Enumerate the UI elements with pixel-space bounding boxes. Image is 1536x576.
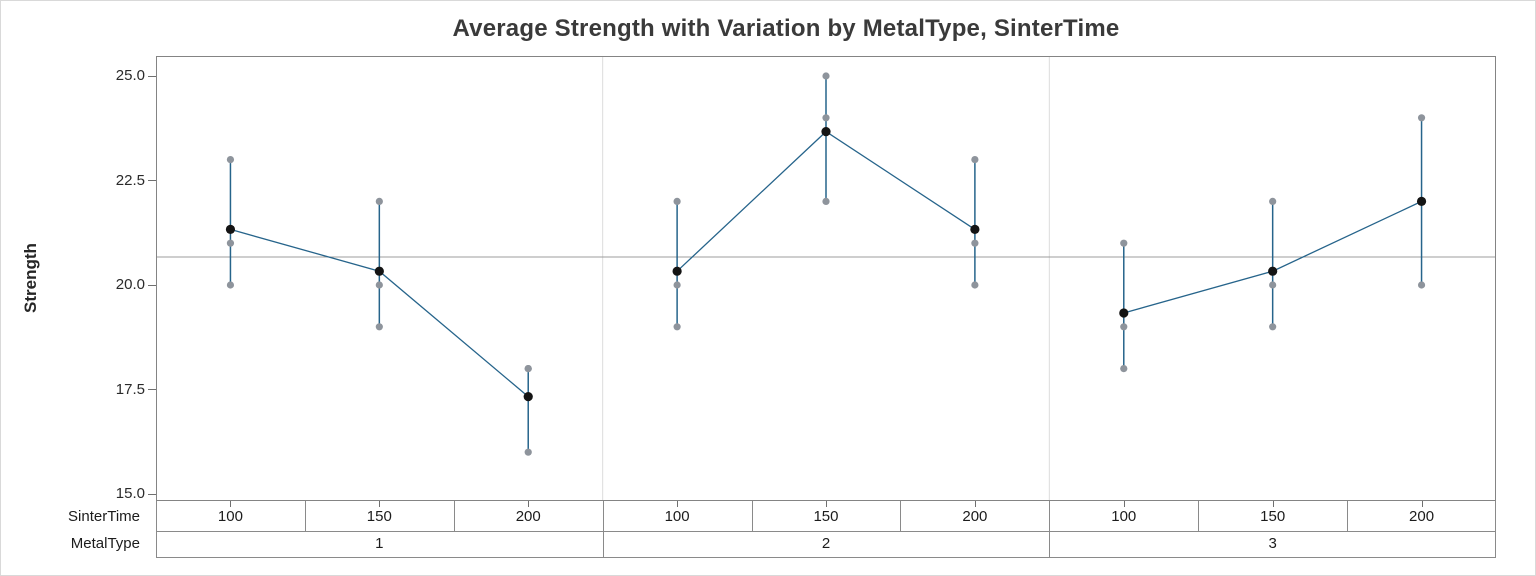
y-tick-mark (148, 284, 156, 286)
y-tick-label: 25.0 (115, 67, 145, 84)
axis-table-line (1495, 531, 1496, 558)
data-point (673, 323, 681, 331)
metaltype-value: 2 (821, 535, 831, 552)
data-point (673, 197, 681, 205)
y-axis-title: Strength (21, 243, 40, 313)
group-tick-mark (974, 501, 976, 507)
axis-table-line (900, 501, 902, 531)
y-tick-mark (148, 493, 156, 495)
data-point (1120, 365, 1128, 373)
axis-table-line (1347, 501, 1349, 531)
data-point (1120, 239, 1128, 247)
data-point (1269, 281, 1277, 289)
data-point (375, 323, 383, 331)
plot-frame (156, 56, 1496, 501)
metaltype-axis-label: MetalType (70, 535, 140, 552)
sintertime-value: 200 (1409, 508, 1435, 525)
group-tick-mark (1272, 501, 1274, 507)
sintertime-value: 200 (962, 508, 988, 525)
mean-point (523, 392, 533, 402)
mean-point (970, 224, 980, 235)
data-point (822, 114, 830, 122)
plot-area (156, 56, 1496, 501)
plot-canvas (156, 56, 1496, 501)
data-point (673, 281, 681, 289)
sintertime-value: 100 (664, 508, 690, 525)
metaltype-value: 1 (375, 535, 384, 552)
data-point (375, 281, 383, 289)
mean-point (225, 224, 236, 235)
data-point (226, 156, 235, 164)
y-tick-mark (148, 180, 156, 181)
group-tick-mark (826, 501, 827, 507)
mean-point (821, 126, 831, 137)
group-axis-table: 100 150 200 1 100 150 200 2 100 150 200 3 (156, 501, 1496, 558)
sintertime-value: 100 (217, 508, 243, 525)
mean-point (672, 266, 682, 276)
group-tick-mark (528, 501, 530, 507)
metaltype-value: 3 (1268, 535, 1277, 552)
mean-point (1119, 308, 1129, 318)
sintertime-value: 150 (813, 508, 839, 525)
data-point (971, 281, 979, 289)
sintertime-value: 100 (1111, 508, 1137, 525)
axis-table-line (156, 531, 157, 558)
group-tick-mark (1421, 501, 1423, 507)
axis-table-line (453, 501, 455, 531)
axis-table-line (1049, 531, 1051, 558)
y-tick-label: 22.5 (115, 171, 145, 189)
data-point (1417, 114, 1426, 122)
axis-table-line (602, 531, 604, 558)
data-point (1417, 281, 1426, 289)
data-point (226, 281, 235, 289)
axis-table-line (156, 557, 1496, 558)
mean-point (374, 266, 384, 276)
y-tick-mark (148, 389, 156, 390)
chart-title: Average Strength with Variation by Metal… (452, 15, 1120, 42)
group-tick-mark (1123, 501, 1125, 507)
y-tick-label: 15.0 (115, 485, 145, 502)
data-point (375, 197, 383, 205)
data-point (524, 448, 532, 456)
y-tick-label: 17.5 (115, 380, 145, 398)
mean-point (1268, 266, 1278, 276)
axis-table-line (1049, 501, 1051, 531)
sintertime-axis-label: SinterTime (68, 508, 140, 525)
y-tick-mark (148, 75, 156, 77)
group-tick-mark (230, 501, 232, 507)
data-point (822, 197, 830, 205)
mean-point (1416, 196, 1427, 206)
axis-table-line (156, 531, 1496, 532)
y-tick-label: 20.0 (115, 276, 145, 293)
data-point (1120, 323, 1128, 331)
axis-table-line (156, 501, 157, 531)
data-point (1269, 323, 1277, 331)
axis-table-line (304, 501, 306, 531)
sintertime-value: 150 (1260, 508, 1286, 525)
data-point (524, 365, 532, 373)
group-tick-mark (677, 501, 679, 507)
data-point (971, 156, 979, 164)
group-tick-mark (379, 501, 381, 507)
sintertime-value: 150 (366, 508, 392, 525)
data-point (226, 239, 235, 247)
sintertime-value: 200 (515, 508, 541, 525)
data-point (822, 72, 830, 80)
axis-table-line (602, 501, 604, 531)
axis-table-line (1495, 501, 1496, 531)
axis-table-line (751, 501, 753, 531)
data-point (1269, 197, 1277, 205)
axis-table-line (1198, 501, 1200, 531)
data-point (971, 239, 979, 247)
